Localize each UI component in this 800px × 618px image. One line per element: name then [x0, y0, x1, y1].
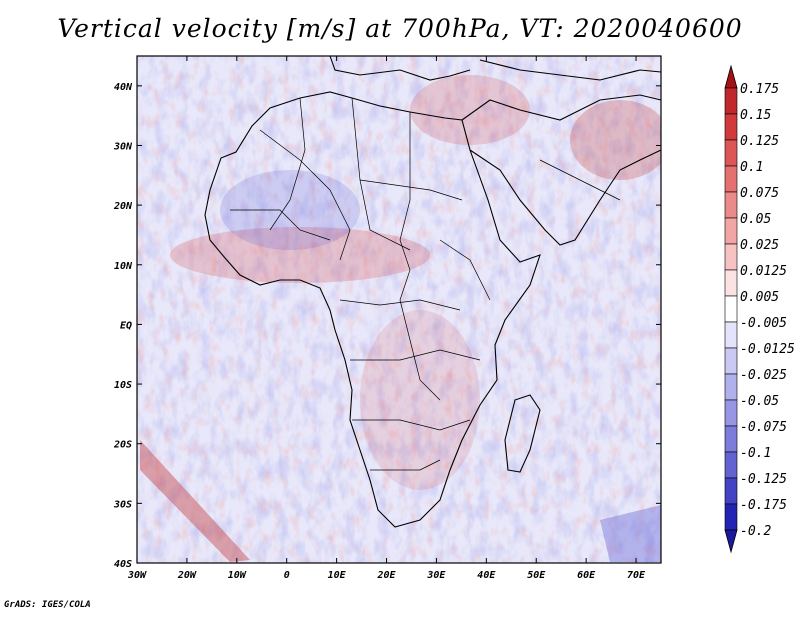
- lat-tick-label: 20N: [113, 201, 133, 212]
- lon-tick-label: 0: [284, 570, 290, 581]
- colorbar-label: -0.005: [740, 316, 787, 331]
- colorbar-label: 0.125: [740, 134, 779, 149]
- colorbar-swatch: [724, 347, 738, 375]
- colorbar-swatch: [724, 425, 738, 453]
- axis-ticks: [136, 56, 661, 564]
- colorbar-swatch: [724, 321, 738, 349]
- lat-tick-label: 10N: [114, 261, 133, 272]
- colorbar-swatch: [724, 503, 738, 531]
- colorbar-swatch: [724, 191, 738, 219]
- country-borders: [230, 97, 621, 471]
- lat-tick-label: 30N: [113, 141, 133, 152]
- lat-tick-label: 20S: [113, 440, 132, 451]
- axis-labels: 30W 20W 10W 0 10E 20E 30E 40E 50E 60E 70E 40N 30N 20N…: [113, 82, 646, 581]
- colorbar-swatch: [724, 243, 738, 271]
- colorbar-label: -0.0125: [740, 342, 795, 357]
- colorbar-swatch: [724, 269, 738, 297]
- colorbar-swatch: [724, 113, 738, 141]
- lon-tick-label: 10E: [328, 570, 347, 581]
- lon-tick-label: 20E: [376, 570, 396, 581]
- colorbar-label: 0.025: [740, 238, 779, 253]
- lat-tick-label: EQ: [120, 320, 132, 331]
- footer-credit: GrADS: IGES/COLA: [4, 600, 91, 610]
- colorbar-label: -0.2: [740, 524, 771, 539]
- colorbar-label: -0.125: [740, 472, 787, 487]
- colorbar-bottom-arrow: [724, 529, 738, 554]
- colorbar-label: 0.075: [740, 186, 779, 201]
- colorbar-swatch: [724, 87, 738, 115]
- lon-tick-label: 20W: [177, 570, 197, 581]
- colorbar-swatch: [724, 477, 738, 505]
- plot-frame: [136, 55, 662, 564]
- lat-tick-label: 30S: [113, 499, 132, 510]
- lat-tick-label: 40S: [114, 559, 132, 570]
- colorbar-swatch: [724, 139, 738, 167]
- colorbar-label: 0.1: [740, 160, 763, 175]
- colorbar-swatch: [724, 373, 738, 401]
- colorbar: 0.175 0.15 0.125 0.1 0.075 0.05 0.025 0.0125 0.0…: [724, 64, 795, 554]
- colorbar-label: 0.05: [740, 212, 771, 227]
- lon-tick-label: 30W: [127, 570, 147, 581]
- colorbar-label: 0.005: [740, 290, 779, 305]
- colorbar-swatch: [724, 451, 738, 479]
- colorbar-label: 0.15: [740, 108, 771, 123]
- lon-tick-label: 60E: [577, 570, 596, 581]
- colorbar-label: -0.175: [740, 498, 787, 513]
- lon-tick-label: 30E: [426, 570, 446, 581]
- lat-tick-label: 40N: [114, 82, 133, 93]
- colorbar-label: 0.175: [740, 82, 779, 97]
- coastlines: [204, 55, 662, 528]
- velocity-field: [137, 56, 661, 563]
- colorbar-label: -0.05: [740, 394, 779, 409]
- colorbar-label: -0.075: [740, 420, 787, 435]
- lat-tick-label: 10S: [114, 380, 132, 391]
- colorbar-swatch: [724, 295, 738, 323]
- lon-tick-label: 70E: [627, 570, 646, 581]
- colorbar-swatch: [724, 217, 738, 245]
- lon-tick-label: 10W: [228, 570, 247, 581]
- colorbar-top-arrow: [724, 64, 738, 89]
- colorbar-swatch: [724, 399, 738, 427]
- chart-title: Vertical velocity [m/s] at 700hPa, VT: 2…: [57, 14, 743, 43]
- lon-tick-label: 50E: [527, 570, 546, 581]
- colorbar-swatch: [724, 165, 738, 193]
- colorbar-label: 0.0125: [740, 264, 787, 279]
- lon-tick-label: 40E: [477, 570, 496, 581]
- colorbar-label: -0.1: [740, 446, 771, 461]
- colorbar-label: -0.025: [740, 368, 787, 383]
